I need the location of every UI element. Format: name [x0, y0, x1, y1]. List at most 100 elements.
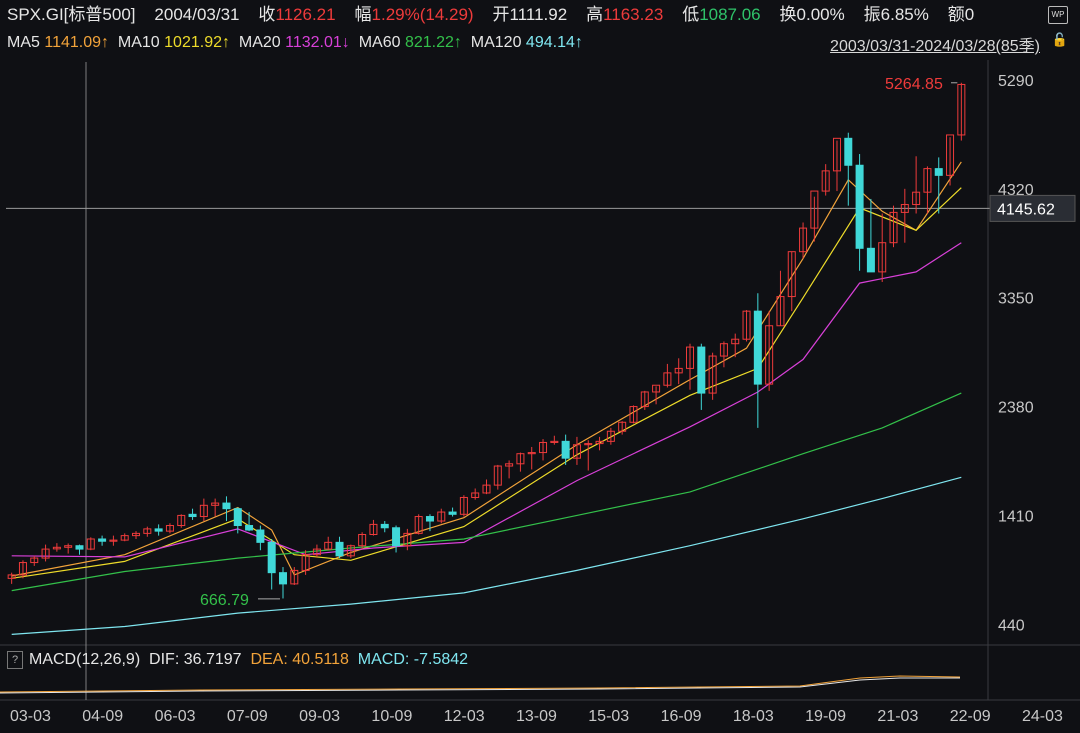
candle-body: [900, 204, 909, 213]
candle-body: [41, 548, 50, 559]
candle-body: [471, 492, 480, 498]
candle-body: [199, 504, 208, 518]
turnover-value: 0.00%: [796, 5, 845, 24]
amplitude-label: 振: [863, 5, 881, 24]
y-tick-label: 1410: [998, 508, 1034, 525]
wp-icon[interactable]: WP: [1048, 6, 1068, 24]
ma5-label: MA5: [7, 34, 40, 51]
candle-body: [233, 508, 242, 527]
candle-body: [799, 227, 808, 253]
change-value: 1.29%(14.29): [371, 5, 474, 24]
candle-body: [482, 484, 491, 494]
y-tick-label: 440: [998, 617, 1025, 634]
x-tick-label: 18-03: [733, 708, 774, 725]
ma10-label: MA10: [117, 34, 160, 51]
x-tick-label: 22-09: [950, 708, 991, 725]
symbol-label[interactable]: SPX.GI[标普500]: [7, 5, 136, 24]
candle-body: [618, 421, 627, 432]
candle-body: [256, 529, 265, 543]
candle-body: [109, 539, 118, 542]
candle-body: [663, 372, 672, 386]
ma-line-ma120: [11, 476, 962, 635]
candle-body: [686, 346, 695, 369]
help-icon[interactable]: ?: [7, 651, 23, 669]
ma60-label: MA60: [358, 34, 401, 51]
open-label: 开: [492, 5, 510, 24]
candle-body: [425, 516, 434, 522]
candle-body: [832, 137, 841, 172]
x-tick-label: 24-03: [1022, 708, 1063, 725]
candle-body: [810, 190, 819, 229]
ma-line-ma20: [11, 242, 962, 558]
ma20-label: MA20: [238, 34, 281, 51]
candle-body: [7, 574, 16, 579]
low-label: 低: [682, 5, 700, 24]
candle-body: [222, 502, 231, 510]
candle-body: [957, 83, 966, 136]
candle-body: [606, 430, 615, 442]
candle-body: [946, 134, 955, 176]
candle-body: [934, 168, 943, 176]
ma-legend-row: MA5 1141.09↑ MA10 1021.92↑ MA20 1132.01↓…: [7, 32, 583, 54]
candle-body: [844, 137, 853, 166]
candle-body: [516, 453, 525, 465]
close-label: 收: [258, 5, 276, 24]
ma120-label: MA120: [470, 34, 522, 51]
candle-body: [731, 338, 740, 345]
candle-body: [866, 247, 875, 273]
candle-body: [652, 384, 661, 393]
dif-line: [0, 677, 960, 694]
candle-body: [98, 538, 107, 542]
candle-body: [52, 546, 61, 550]
ma-line-ma10: [11, 187, 962, 579]
candle-body: [719, 343, 728, 357]
candle-body: [245, 525, 254, 531]
change-label: 幅: [354, 5, 372, 24]
candle-body: [335, 541, 344, 557]
candle-body: [493, 465, 502, 486]
candle-body: [708, 355, 717, 394]
candle-body: [742, 310, 751, 340]
dea-value: DEA: 40.5118: [250, 651, 349, 668]
lock-icon[interactable]: 🔓: [1051, 32, 1068, 47]
ma-line-ma60: [11, 392, 962, 592]
high-value: 1163.23: [603, 5, 664, 24]
candle-body: [75, 545, 84, 550]
date-range-selector[interactable]: 2003/03/31-2024/03/28(85季): [830, 38, 1040, 55]
y-tick-label: 5290: [998, 73, 1034, 90]
ma20-value: 1132.01↓: [285, 34, 350, 51]
max-value-label: 5264.85: [885, 76, 943, 93]
open-value: 1111.92: [509, 5, 568, 24]
dif-value: DIF: 36.7197: [149, 651, 242, 668]
candle-body: [358, 534, 367, 547]
min-value-label: 666.79: [200, 592, 249, 609]
x-tick-label: 19-09: [805, 708, 846, 725]
high-label: 高: [586, 5, 604, 24]
quote-info-row: SPX.GI[标普500] 2004/03/31 收1126.21 幅1.29%…: [7, 4, 974, 26]
x-tick-label: 16-09: [661, 708, 702, 725]
candle-body: [301, 554, 310, 571]
candle-body: [188, 513, 197, 518]
candle-body: [18, 562, 27, 576]
candle-body: [527, 452, 536, 455]
candle-body: [120, 535, 129, 541]
crosshair-value-label: 4145.62: [997, 201, 1055, 218]
candle-body: [878, 242, 887, 273]
close-value: 1126.21: [275, 5, 336, 24]
x-tick-label: 12-03: [444, 708, 485, 725]
y-tick-label: 2380: [998, 400, 1034, 417]
ma120-value: 494.14↑: [525, 34, 583, 51]
candle-body: [267, 541, 276, 574]
candle-body: [629, 406, 638, 423]
candle-body: [392, 527, 401, 547]
candle-body: [143, 528, 152, 534]
y-tick-label: 3350: [998, 291, 1034, 308]
amplitude-value: 6.85%: [880, 5, 929, 24]
candle-body: [776, 296, 785, 327]
dea-line: [0, 675, 961, 693]
ma60-value: 821.22↑: [404, 34, 462, 51]
candle-body: [369, 523, 378, 536]
candle-body: [414, 516, 423, 534]
crosshair-value-box: [989, 194, 1076, 222]
